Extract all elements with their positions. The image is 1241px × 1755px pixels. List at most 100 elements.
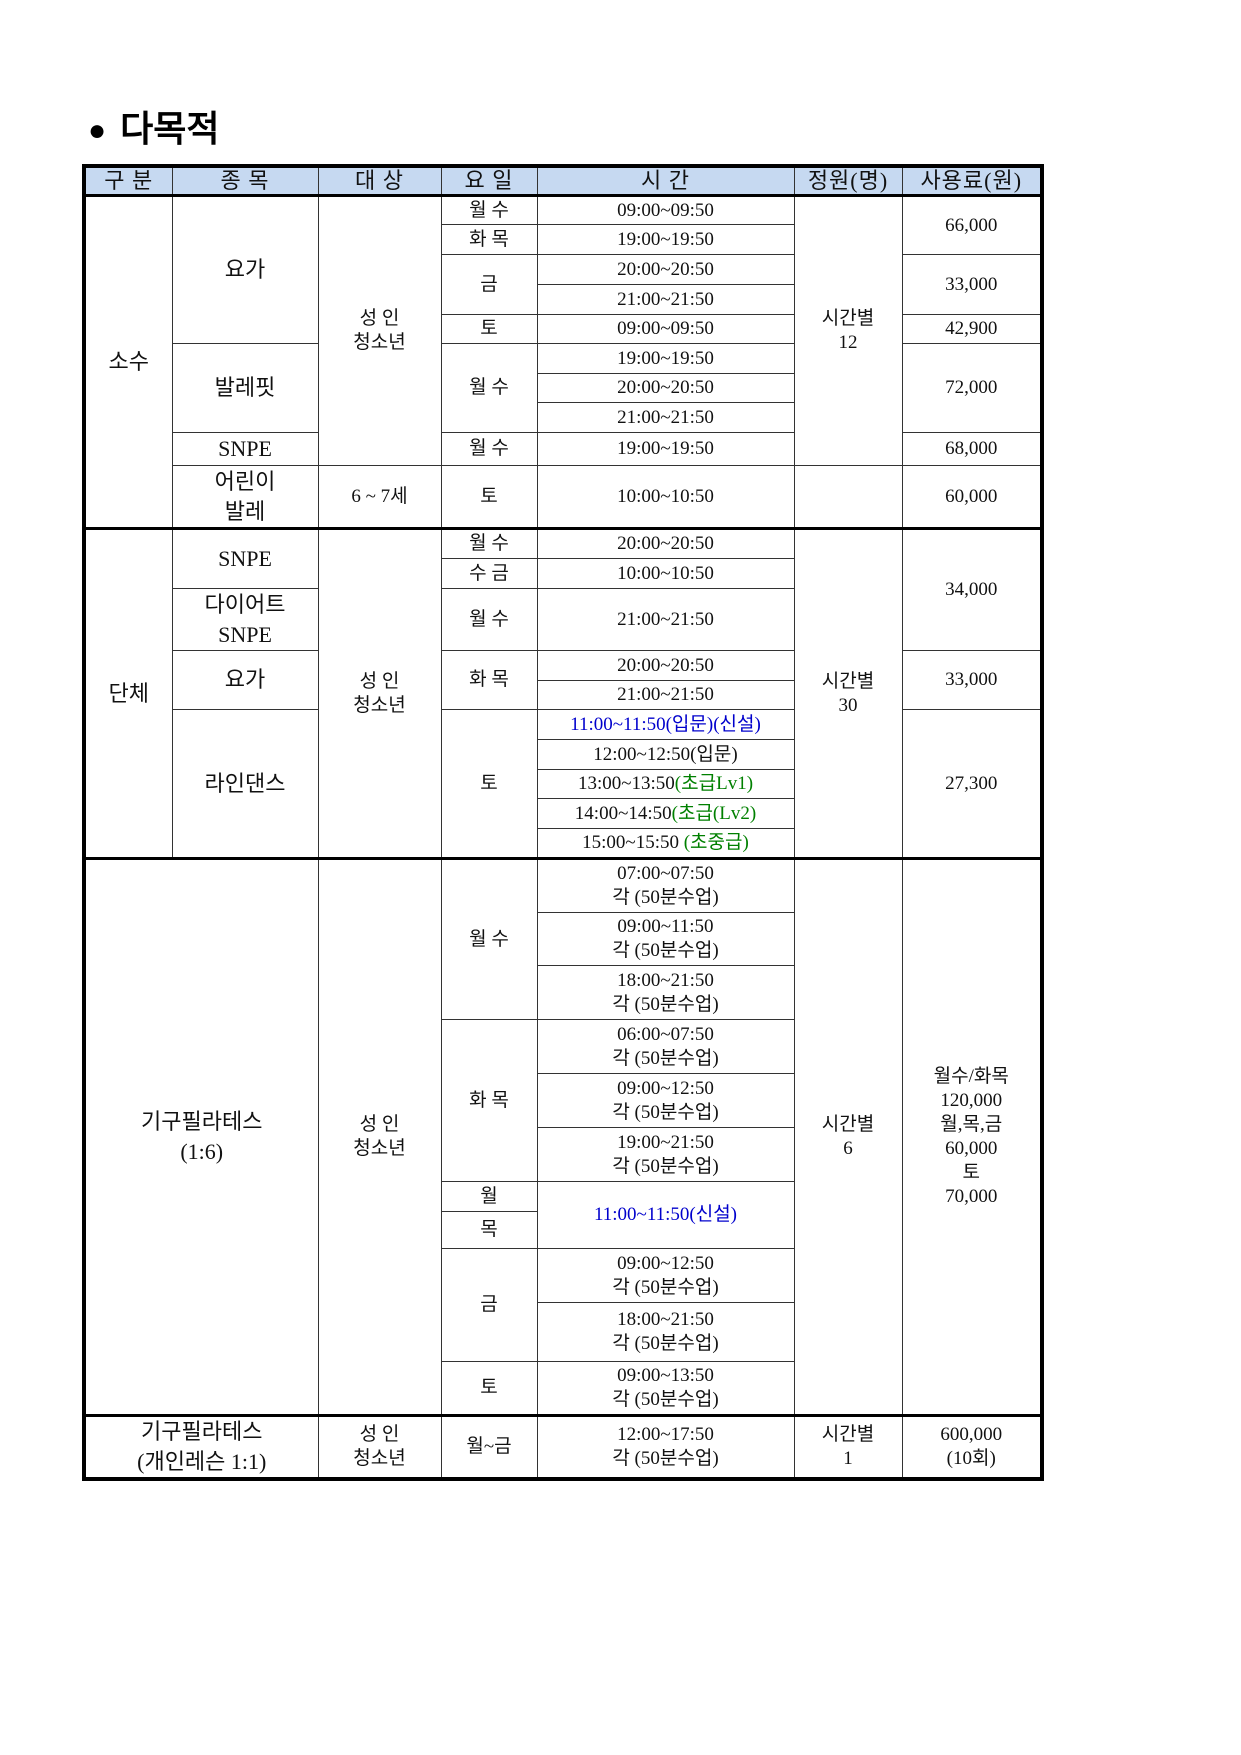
cell-text: 600,000 xyxy=(940,1424,1003,1445)
cell-text: 각 (50분수업) xyxy=(612,993,719,1015)
days-cell: 월~금 xyxy=(440,1414,538,1480)
schedule-table: 구 분 종 목 대 상 요 일 시 간 정원(명) 사용료(원) 소수 요가 성… xyxy=(82,164,1044,1481)
target-cell: 성 인 청소년 xyxy=(317,1414,442,1480)
cell-text: SNPE xyxy=(218,621,272,647)
fee-cell: 27,300 xyxy=(901,709,1043,859)
program-cell: SNPE xyxy=(171,527,319,589)
time-cell: 19:00~19:50 xyxy=(536,224,795,255)
category-cell: 단체 xyxy=(83,527,173,859)
days-cell: 토 xyxy=(440,465,538,529)
time-cell: 20:00~20:50 xyxy=(536,373,795,403)
time-cell: 15:00~15:50 (초중급) xyxy=(536,828,795,859)
time-cell: 18:00~21:50 각 (50분수업) xyxy=(536,1302,795,1362)
target-cell: 성 인 청소년 xyxy=(317,527,442,859)
days-cell: 월 수 xyxy=(440,857,538,1020)
fee-cell: 68,000 xyxy=(901,432,1043,466)
table-row: 19:00~21:50 각 (50분수업) xyxy=(84,1127,1042,1182)
fee-cell: 33,000 xyxy=(901,254,1043,315)
cell-text: 09:00~12:50 xyxy=(617,1252,714,1274)
cell-text: 청소년 xyxy=(353,1138,406,1159)
time-cell: 09:00~11:50 각 (50분수업) xyxy=(536,912,795,966)
time-cell: 09:00~09:50 xyxy=(536,195,795,225)
time-cell: 12:00~12:50(입문) xyxy=(536,739,795,770)
cell-text: 성 인 xyxy=(359,670,400,692)
table-row: 다이어트 SNPE 월 수 21:00~21:50 xyxy=(84,588,1042,651)
cell-text: (1:6) xyxy=(180,1139,224,1164)
cell-text: 12 xyxy=(838,332,858,353)
days-cell: 월 수 xyxy=(440,432,538,466)
capacity-cell xyxy=(793,465,903,529)
time-cell: 21:00~21:50 xyxy=(536,402,795,433)
cell-text: 09:00~11:50 xyxy=(617,916,714,937)
table-row: 월 11:00~11:50(신설) xyxy=(84,1181,1042,1249)
time-cell: 21:00~21:50 xyxy=(536,284,795,315)
capacity-cell: 시간별 6 xyxy=(793,857,903,1416)
table-row: 토 09:00~09:50 42,900 xyxy=(84,314,1043,344)
time-cell: 19:00~21:50 각 (50분수업) xyxy=(536,1127,795,1182)
cell-text: 1 xyxy=(843,1448,853,1469)
header-row: 구 분 종 목 대 상 요 일 시 간 정원(명) 사용료(원) xyxy=(83,165,1043,197)
fee-cell: 66,000 xyxy=(901,195,1043,255)
table-row: 09:00~11:50 각 (50분수업) xyxy=(84,912,1042,966)
fee-cell: 60,000 xyxy=(901,465,1043,529)
days-cell: 수 금 xyxy=(440,558,538,589)
cell-text: 다이어트 xyxy=(204,591,286,617)
capacity-cell: 시간별 1 xyxy=(793,1414,903,1480)
time-cell: 19:00~19:50 xyxy=(536,343,795,374)
table-row: 라인댄스 토 11:00~11:50(입문)(신설) 27,300 xyxy=(84,709,1043,859)
cell-text: 18:00~21:50 xyxy=(617,1309,714,1330)
table-row: 화 목 06:00~07:50 각 (50분수업) xyxy=(84,1019,1042,1182)
table-row: 21:00~21:50 xyxy=(84,284,1042,315)
cell-text: 청소년 xyxy=(353,694,406,716)
time-cell: 07:00~07:50 각 (50분수업) xyxy=(536,857,795,913)
time-cell: 18:00~21:50 각 (50분수업) xyxy=(536,965,795,1020)
days-cell: 목 xyxy=(440,1211,538,1249)
time-cell: 09:00~13:50 각 (50분수업) xyxy=(536,1361,795,1416)
time-cell-new: 11:00~11:50(입문)(신설) xyxy=(536,709,795,740)
cell-text: 각 (50분수업) xyxy=(612,1389,719,1410)
cell-text: 월,목,금 xyxy=(940,1114,1003,1135)
time-cell: 10:00~10:50 xyxy=(536,558,795,589)
fee-cell: 34,000 xyxy=(901,527,1043,651)
table-row: 소수 요가 성 인 청소년 월 수 09:00~09:50 시간별 12 66,00… xyxy=(83,195,1043,529)
time-cell: 20:00~20:50 xyxy=(536,254,795,285)
cell-text: 70,000 xyxy=(945,1186,998,1207)
time-cell: 06:00~07:50 각 (50분수업) xyxy=(536,1019,795,1074)
time-cell: 09:00~09:50 xyxy=(536,314,795,344)
table-row: 금 09:00~12:50 각 (50분수업) xyxy=(84,1248,1042,1362)
time-cell: 21:00~21:50 xyxy=(536,680,795,710)
header-program: 종 목 xyxy=(171,165,319,197)
cell-text: (개인레슨 1:1) xyxy=(137,1449,267,1474)
time-cell: 14:00~14:50(초급(Lv2) xyxy=(536,798,795,829)
cell-text: 시간별 xyxy=(821,308,875,329)
cell-text: (10회) xyxy=(946,1448,996,1469)
header-target: 대 상 xyxy=(317,165,442,197)
time-cell: 10:00~10:50 xyxy=(536,465,795,529)
cell-text: 기구필라테스 xyxy=(141,1419,263,1444)
category-cell: 소수 xyxy=(83,195,173,529)
time-cell: 19:00~19:50 xyxy=(536,432,795,466)
cell-text: 각 (50분수업) xyxy=(612,887,719,908)
header-category: 구 분 xyxy=(83,165,173,197)
table-row: 14:00~14:50(초급(Lv2) xyxy=(84,798,1042,829)
page-title: ● 다목적 xyxy=(88,100,220,152)
days-cell: 금 xyxy=(440,254,538,315)
capacity-cell: 시간별 12 xyxy=(793,195,903,466)
time-cell: 20:00~20:50 xyxy=(536,527,795,559)
time-cell: 09:00~12:50 각 (50분수업) xyxy=(536,1073,795,1128)
cell-text: 12:00~17:50 xyxy=(617,1424,714,1445)
time-cell: 20:00~20:50 xyxy=(536,650,795,681)
time-cell-new: 11:00~11:50(신설) xyxy=(536,1181,795,1249)
cell-text: 발레 xyxy=(224,498,266,524)
days-cell: 토 xyxy=(440,314,538,344)
table-row: 토 09:00~13:50 각 (50분수업) xyxy=(84,1361,1042,1416)
cell-text: 07:00~07:50 xyxy=(617,863,714,884)
program-cell: 어린이 발레 xyxy=(171,465,319,529)
table-row: 13:00~13:50(초급Lv1) xyxy=(84,769,1042,799)
days-cell: 화 목 xyxy=(440,650,538,710)
level-label: (초급(Lv2) xyxy=(671,802,757,824)
cell-text: 18:00~21:50 xyxy=(617,969,714,991)
target-cell: 성 인 청소년 xyxy=(317,857,442,1416)
cell-text: 각 (50분수업) xyxy=(612,1333,719,1354)
cell-text: 각 (50분수업) xyxy=(612,1047,719,1069)
